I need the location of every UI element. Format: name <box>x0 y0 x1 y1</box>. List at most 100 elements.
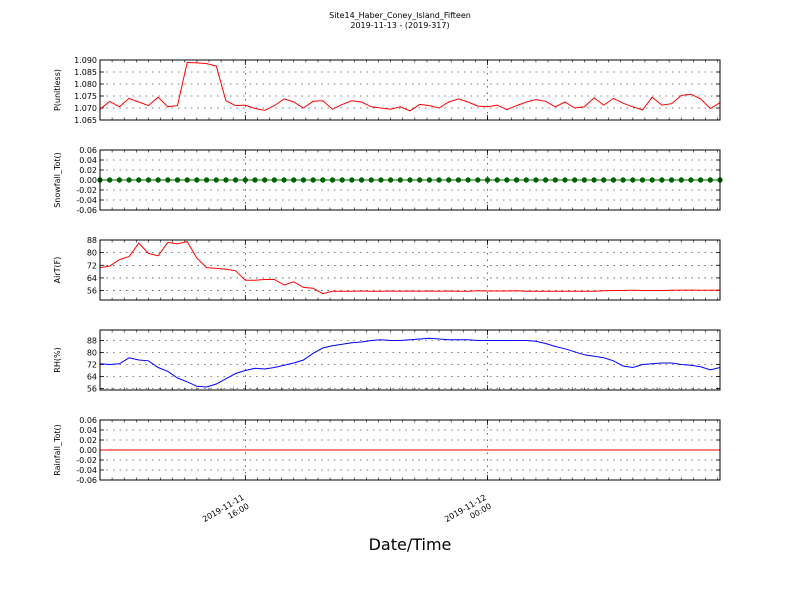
y-axis-label: RH(%) <box>53 347 62 372</box>
data-point <box>407 177 413 183</box>
y-tick-label: 88 <box>87 337 97 346</box>
data-point <box>475 177 481 183</box>
data-point <box>358 177 365 183</box>
data-point <box>116 177 123 183</box>
plot-area <box>100 60 720 120</box>
data-point <box>397 177 404 183</box>
data-point <box>271 177 278 183</box>
plot-frame <box>99 149 721 211</box>
data-point <box>581 177 588 183</box>
plot-frame <box>99 239 721 301</box>
series-line <box>99 241 721 295</box>
data-point <box>562 177 568 183</box>
data-point <box>368 177 374 183</box>
y-tick-label: -0.04 <box>76 196 97 205</box>
y-tick-label: 0.04 <box>79 156 97 165</box>
data-point <box>416 177 423 183</box>
data-point <box>533 177 539 183</box>
data-point <box>261 177 268 183</box>
y-tick-label: 80 <box>87 249 97 258</box>
data-point <box>329 177 336 183</box>
y-axis-label: P(unitless) <box>53 69 62 111</box>
data-point <box>291 177 297 183</box>
y-axis-label: Snowfall_Tot() <box>53 152 62 208</box>
subplot-2: -0.06-0.04-0.020.000.020.040.06 Snowfall_… <box>53 146 723 215</box>
y-tick-label: 0.00 <box>79 446 97 455</box>
y-tick-label: 72 <box>87 261 97 270</box>
data-point <box>174 177 181 183</box>
data-point <box>387 177 394 183</box>
data-point <box>668 177 675 183</box>
y-tick-label: 1.085 <box>74 68 97 77</box>
data-point <box>281 177 287 183</box>
y-tick-label: 1.090 <box>74 56 97 65</box>
data-point <box>310 177 316 183</box>
data-point <box>571 177 578 183</box>
y-axis-label: Rainfall_Tot() <box>53 424 62 476</box>
data-point <box>659 177 665 183</box>
data-point <box>707 177 714 183</box>
data-point <box>252 177 258 183</box>
data-point <box>320 177 326 183</box>
subplot-1: 1.065 1.070 1.075 1.080 1.085 1.090 P(unitless… <box>53 56 721 125</box>
subplot-3: 56 64 72 80 88 AirT(F) <box>53 236 721 301</box>
data-point <box>601 177 607 183</box>
y-tick-label: 0.04 <box>79 426 97 435</box>
data-point <box>542 177 549 183</box>
y-tick-label: 56 <box>87 287 97 296</box>
data-point <box>688 177 694 183</box>
data-point <box>145 177 152 183</box>
y-tick-label: 80 <box>87 349 97 358</box>
y-tick-label: -0.06 <box>76 206 97 215</box>
y-tick-label: 1.070 <box>74 104 97 113</box>
data-point <box>339 177 345 183</box>
data-point <box>203 177 210 183</box>
plot-frame <box>99 59 721 121</box>
data-point <box>155 177 161 183</box>
chart-subtitle: 2019-11-13 - (2019-317) <box>350 21 450 30</box>
data-point <box>610 177 617 183</box>
y-tick-label: 72 <box>87 361 97 370</box>
data-point <box>455 177 462 183</box>
data-point <box>649 177 655 183</box>
data-point <box>697 177 704 183</box>
y-tick-label: -0.02 <box>76 186 97 195</box>
subplot-4: 56 64 72 80 88 RH(%) <box>53 329 721 394</box>
data-point <box>436 177 442 183</box>
data-point <box>523 177 529 183</box>
data-point <box>106 177 113 183</box>
y-tick-label: 1.075 <box>74 92 97 101</box>
plot-frame <box>99 419 721 481</box>
data-point <box>446 177 452 183</box>
data-point <box>378 177 384 183</box>
data-point <box>242 177 249 183</box>
data-point <box>165 177 171 183</box>
data-point <box>194 177 200 183</box>
data-point <box>136 177 142 183</box>
data-point <box>620 177 626 183</box>
data-point <box>184 177 190 183</box>
chart-title: Site14_Haber_Coney_Island_Fifteen <box>329 11 471 20</box>
data-point <box>213 177 219 183</box>
data-point <box>630 177 636 183</box>
data-point <box>300 177 307 183</box>
y-tick-label: 0.02 <box>79 166 97 175</box>
y-axis-label: AirT(F) <box>53 257 62 284</box>
y-tick-label: -0.06 <box>76 476 97 485</box>
y-tick-label: 0.06 <box>79 146 97 155</box>
y-tick-label: 0.00 <box>79 176 97 185</box>
y-tick-label: 56 <box>87 385 97 394</box>
data-point <box>678 177 684 183</box>
y-tick-label: 64 <box>87 373 97 382</box>
series-line <box>99 337 721 388</box>
y-tick-label: 1.065 <box>74 116 97 125</box>
y-tick-label: -0.02 <box>76 456 97 465</box>
plot-area <box>100 330 720 390</box>
data-point <box>484 177 491 183</box>
y-tick-label: 88 <box>87 236 97 245</box>
data-point <box>223 177 229 183</box>
data-point <box>426 177 433 183</box>
